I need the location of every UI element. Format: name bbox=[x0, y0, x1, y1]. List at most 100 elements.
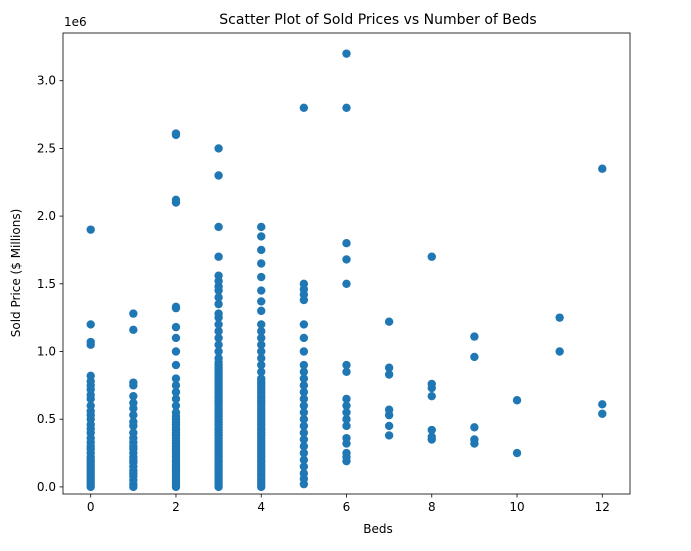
data-point bbox=[257, 306, 266, 316]
y-tick-label: 0.0 bbox=[37, 480, 56, 494]
data-point bbox=[214, 309, 223, 318]
data-point bbox=[171, 360, 181, 370]
data-point bbox=[214, 340, 223, 349]
data-point bbox=[257, 297, 266, 306]
data-point bbox=[214, 171, 223, 180]
data-point bbox=[512, 448, 522, 458]
data-point bbox=[299, 279, 309, 289]
data-point bbox=[384, 405, 394, 414]
data-point bbox=[427, 252, 436, 261]
data-point bbox=[171, 302, 181, 312]
x-tick-label: 8 bbox=[428, 500, 436, 514]
data-point bbox=[171, 347, 181, 356]
data-point bbox=[299, 394, 309, 404]
data-point bbox=[257, 347, 266, 356]
data-point bbox=[427, 432, 436, 441]
data-point bbox=[86, 371, 95, 381]
data-point bbox=[257, 222, 266, 232]
data-point bbox=[555, 347, 564, 356]
plot-area: 0 2 4 6 8 10 12 0.0 0.5 1.0 1.5 2.0 2.5 3.0 bbox=[37, 32, 631, 514]
data-point bbox=[129, 325, 138, 335]
chart-title: Scatter Plot of Sold Prices vs Number of… bbox=[219, 12, 536, 28]
data-point bbox=[342, 401, 351, 410]
data-point bbox=[86, 401, 95, 410]
data-point bbox=[171, 401, 181, 410]
data-point bbox=[257, 232, 266, 241]
data-point bbox=[171, 387, 181, 397]
data-point bbox=[171, 394, 181, 404]
data-point bbox=[257, 340, 266, 349]
data-point bbox=[129, 398, 138, 408]
data-point bbox=[427, 379, 436, 389]
data-point bbox=[257, 245, 266, 255]
data-point bbox=[171, 374, 181, 383]
data-point bbox=[257, 374, 266, 383]
data-point bbox=[214, 252, 223, 261]
y-tick-label: 1.0 bbox=[37, 345, 56, 359]
data-point bbox=[129, 391, 138, 401]
data-point bbox=[257, 354, 266, 363]
data-point bbox=[299, 347, 309, 356]
data-point bbox=[214, 333, 223, 343]
x-tick-label: 4 bbox=[257, 500, 265, 514]
data-point bbox=[427, 425, 436, 435]
data-point bbox=[299, 448, 309, 458]
x-tick-label: 2 bbox=[172, 500, 180, 514]
data-point bbox=[342, 367, 351, 377]
x-tick-label: 10 bbox=[509, 500, 524, 514]
data-point bbox=[342, 49, 351, 58]
data-point bbox=[342, 421, 351, 431]
data-point bbox=[299, 401, 309, 410]
data-point bbox=[214, 299, 223, 309]
y-tick-label: 2.5 bbox=[37, 141, 56, 155]
data-point bbox=[257, 360, 266, 370]
data-point bbox=[427, 391, 436, 401]
data-point bbox=[342, 448, 351, 458]
data-point bbox=[129, 410, 138, 420]
y-tick-label: 3.0 bbox=[37, 74, 56, 88]
data-point bbox=[257, 320, 266, 329]
data-point bbox=[86, 225, 95, 234]
data-point bbox=[299, 435, 309, 444]
data-point bbox=[214, 354, 223, 363]
data-point bbox=[171, 333, 181, 343]
data-point bbox=[257, 333, 266, 343]
data-point bbox=[171, 195, 181, 205]
data-point bbox=[299, 360, 309, 370]
data-point bbox=[86, 337, 95, 347]
data-point bbox=[342, 394, 351, 404]
data-point bbox=[598, 164, 607, 173]
data-point bbox=[342, 408, 351, 417]
data-point bbox=[214, 326, 223, 336]
data-point bbox=[342, 279, 351, 289]
x-tick-label: 12 bbox=[595, 500, 610, 514]
y-tick-label: 2.0 bbox=[37, 209, 56, 223]
y-axis-offset-label: 1e6 bbox=[64, 15, 87, 29]
data-point bbox=[257, 326, 266, 336]
data-point bbox=[470, 332, 479, 341]
data-point bbox=[299, 455, 309, 465]
data-point bbox=[342, 238, 351, 248]
y-axis-label: Sold Price ($ Millions) bbox=[9, 209, 23, 338]
data-point bbox=[214, 293, 223, 302]
data-point bbox=[214, 144, 223, 153]
data-point bbox=[299, 374, 309, 383]
data-point bbox=[512, 396, 522, 405]
x-tick-label: 6 bbox=[343, 500, 351, 514]
x-tick-label: 0 bbox=[87, 500, 95, 514]
data-point bbox=[257, 286, 266, 295]
data-point bbox=[342, 103, 351, 113]
data-point bbox=[470, 423, 479, 432]
data-point bbox=[342, 255, 351, 264]
data-point bbox=[384, 363, 394, 372]
data-point bbox=[384, 431, 394, 440]
data-point bbox=[384, 370, 394, 379]
data-point bbox=[299, 381, 309, 390]
data-point bbox=[299, 469, 309, 478]
data-point bbox=[384, 317, 394, 326]
data-point bbox=[299, 320, 309, 329]
data-point bbox=[470, 352, 479, 362]
data-point bbox=[257, 259, 266, 268]
